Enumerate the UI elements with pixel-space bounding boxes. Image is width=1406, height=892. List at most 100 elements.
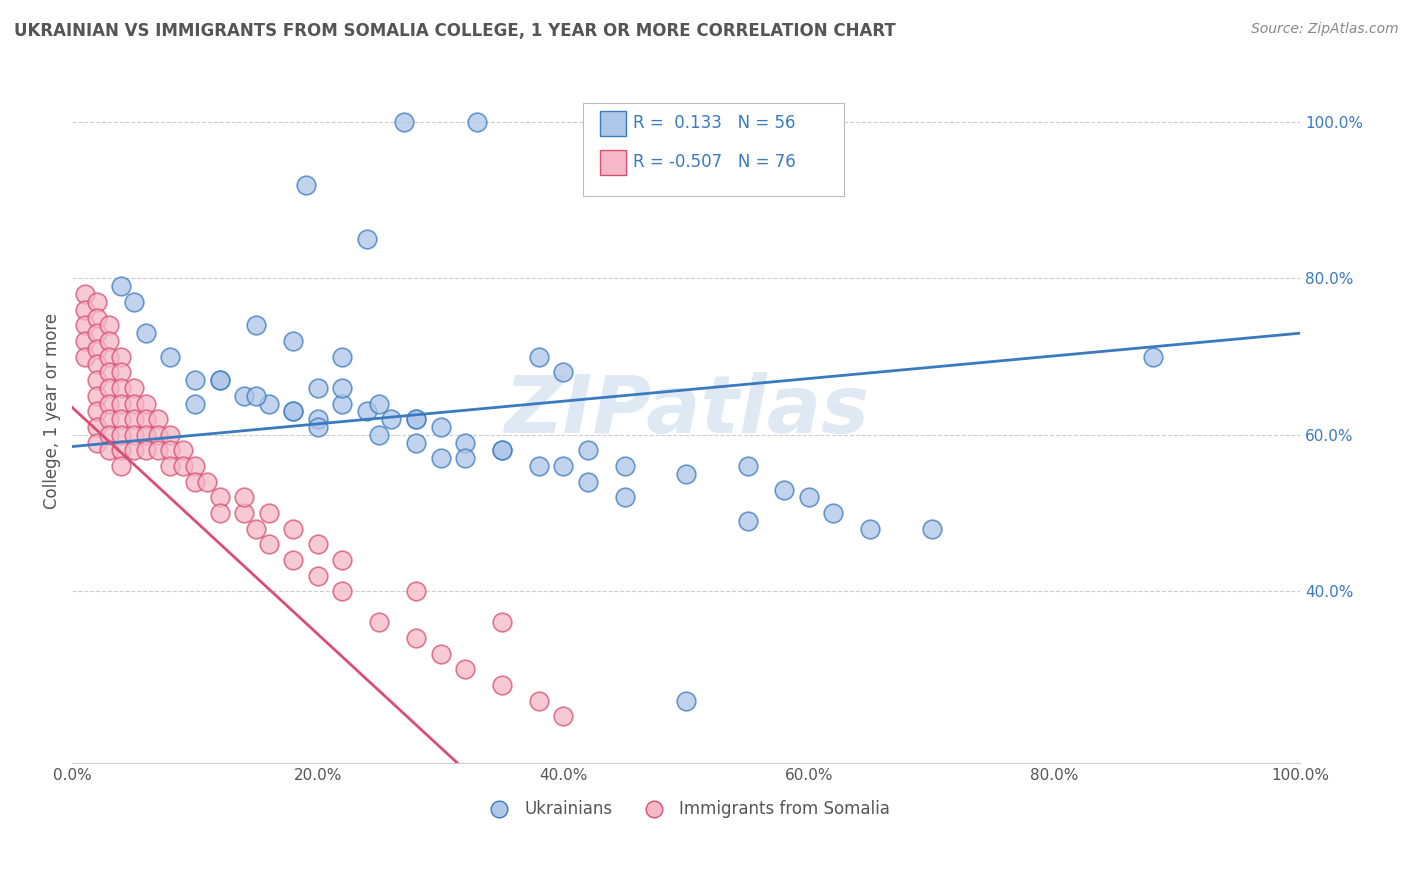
- Point: [454, 435, 477, 450]
- Point: [86, 389, 108, 403]
- Point: [159, 443, 181, 458]
- Point: [613, 491, 636, 505]
- Point: [110, 427, 132, 442]
- Point: [527, 459, 550, 474]
- Point: [491, 443, 513, 458]
- Point: [135, 443, 157, 458]
- Point: [576, 443, 599, 458]
- Point: [613, 459, 636, 474]
- Point: [122, 412, 145, 426]
- Point: [405, 584, 427, 599]
- Point: [859, 522, 882, 536]
- Point: [737, 459, 759, 474]
- Point: [675, 693, 697, 707]
- Point: [73, 334, 96, 348]
- Point: [368, 396, 391, 410]
- Point: [110, 381, 132, 395]
- Point: [135, 412, 157, 426]
- Point: [98, 443, 121, 458]
- Point: [98, 350, 121, 364]
- Point: [73, 318, 96, 333]
- Point: [307, 537, 329, 551]
- Point: [148, 427, 170, 442]
- Point: [675, 467, 697, 481]
- Point: [491, 678, 513, 692]
- Point: [98, 396, 121, 410]
- Point: [208, 491, 231, 505]
- Point: [773, 483, 796, 497]
- Point: [86, 294, 108, 309]
- Point: [233, 491, 256, 505]
- Point: [233, 389, 256, 403]
- Point: [98, 412, 121, 426]
- Point: [368, 615, 391, 630]
- Point: [356, 232, 378, 246]
- Point: [110, 365, 132, 379]
- Point: [454, 451, 477, 466]
- Text: R = -0.507   N = 76: R = -0.507 N = 76: [633, 153, 796, 171]
- Point: [73, 287, 96, 301]
- Point: [491, 615, 513, 630]
- Point: [233, 506, 256, 520]
- Point: [245, 522, 267, 536]
- Point: [330, 350, 353, 364]
- Point: [405, 435, 427, 450]
- Point: [122, 443, 145, 458]
- Point: [86, 326, 108, 341]
- Point: [330, 381, 353, 395]
- Point: [86, 404, 108, 418]
- Point: [98, 334, 121, 348]
- Legend: Ukrainians, Immigrants from Somalia: Ukrainians, Immigrants from Somalia: [475, 794, 897, 825]
- Point: [429, 451, 451, 466]
- Point: [135, 427, 157, 442]
- Point: [148, 443, 170, 458]
- Point: [405, 412, 427, 426]
- Point: [257, 396, 280, 410]
- Point: [330, 396, 353, 410]
- Point: [429, 647, 451, 661]
- Point: [135, 326, 157, 341]
- Point: [330, 584, 353, 599]
- Point: [553, 459, 575, 474]
- Point: [553, 365, 575, 379]
- Point: [307, 381, 329, 395]
- Text: R =  0.133   N = 56: R = 0.133 N = 56: [633, 114, 796, 132]
- Point: [454, 662, 477, 676]
- Text: ZIPatlas: ZIPatlas: [503, 372, 869, 450]
- Point: [110, 412, 132, 426]
- Point: [208, 506, 231, 520]
- Point: [368, 427, 391, 442]
- Point: [208, 373, 231, 387]
- Point: [135, 396, 157, 410]
- Point: [429, 420, 451, 434]
- Point: [823, 506, 845, 520]
- Point: [245, 389, 267, 403]
- Point: [110, 279, 132, 293]
- Point: [122, 381, 145, 395]
- Point: [257, 506, 280, 520]
- Point: [110, 396, 132, 410]
- Point: [122, 294, 145, 309]
- Point: [283, 553, 305, 567]
- Point: [307, 568, 329, 582]
- Point: [283, 522, 305, 536]
- Point: [330, 553, 353, 567]
- Point: [307, 412, 329, 426]
- Point: [98, 365, 121, 379]
- Point: [392, 115, 415, 129]
- Point: [356, 404, 378, 418]
- Point: [86, 342, 108, 356]
- Point: [73, 350, 96, 364]
- Point: [110, 350, 132, 364]
- Point: [576, 475, 599, 489]
- Point: [208, 373, 231, 387]
- Point: [184, 459, 207, 474]
- Point: [98, 381, 121, 395]
- Point: [172, 459, 194, 474]
- Point: [159, 427, 181, 442]
- Point: [122, 396, 145, 410]
- Point: [1142, 350, 1164, 364]
- Point: [148, 412, 170, 426]
- Point: [184, 373, 207, 387]
- Point: [184, 475, 207, 489]
